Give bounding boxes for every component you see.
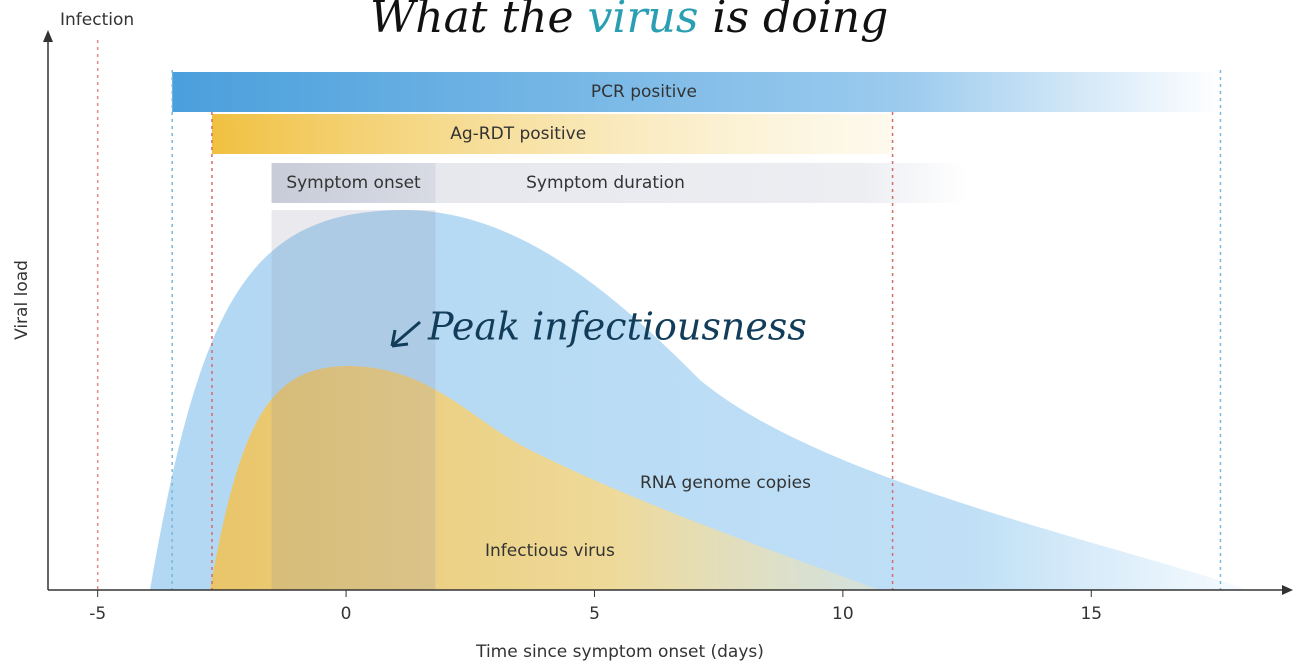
band-label: Ag-RDT positive — [450, 124, 586, 144]
annotation: Peak infectiousness — [427, 305, 807, 349]
rna-label: RNA genome copies — [640, 473, 811, 493]
band-label: Symptom onset — [286, 173, 421, 193]
bands: PCR positive Ag-RDT positive Symptom onset… — [172, 72, 1221, 203]
x-tick-label: -5 — [89, 604, 106, 624]
infectious-label: Infectious virus — [485, 541, 615, 561]
band — [172, 72, 1221, 112]
x-tick-label: 0 — [341, 604, 352, 624]
band-label: Symptom duration — [526, 173, 685, 193]
symptom-onset-shade — [271, 210, 436, 590]
x-arrow — [1282, 585, 1293, 595]
band-label: PCR positive — [591, 82, 697, 102]
title-part: What the — [370, 0, 588, 43]
band — [435, 163, 968, 203]
annotation-arrow — [390, 320, 421, 348]
y-axis-label: Viral load — [12, 260, 32, 340]
infectious-curve — [210, 365, 880, 590]
band — [271, 163, 436, 203]
x-ticks: -5 0 5 10 15 — [89, 590, 1102, 624]
band — [211, 114, 893, 154]
title-part: virus — [588, 0, 699, 43]
x-tick-label: 10 — [832, 604, 854, 624]
title: What the virus is doing — [370, 0, 888, 43]
marker-lines — [96, 40, 1222, 590]
infection-label: Infection — [60, 10, 134, 30]
title-part: is doing — [698, 0, 888, 43]
x-tick-label: 5 — [589, 604, 600, 624]
x-axis-label: Time since symptom onset (days) — [475, 642, 764, 662]
x-tick-label: 15 — [1080, 604, 1102, 624]
y-arrow — [43, 30, 53, 42]
